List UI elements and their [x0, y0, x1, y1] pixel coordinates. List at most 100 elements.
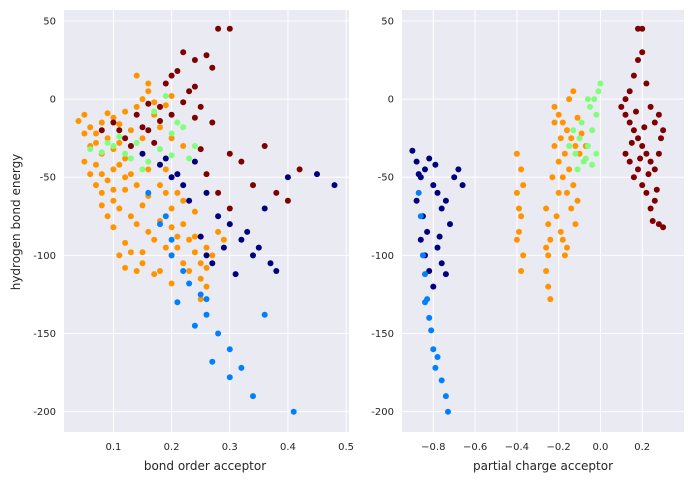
data-point — [180, 260, 187, 267]
data-point — [637, 155, 644, 162]
data-point — [255, 244, 262, 251]
data-point — [186, 88, 193, 95]
data-point — [157, 118, 163, 124]
data-point — [116, 121, 123, 128]
data-point — [209, 252, 216, 259]
data-point — [651, 166, 658, 173]
data-point — [643, 150, 650, 157]
data-point — [81, 130, 88, 137]
data-point — [209, 260, 216, 267]
data-point — [647, 205, 654, 212]
data-point — [197, 233, 204, 240]
data-point — [220, 236, 227, 243]
data-point — [426, 268, 433, 274]
data-point — [116, 205, 123, 212]
data-point — [191, 208, 198, 215]
series-group — [566, 80, 604, 173]
data-point — [122, 108, 129, 115]
data-point — [639, 143, 646, 149]
y-tick-label: -200 — [371, 407, 394, 418]
data-point — [572, 143, 579, 149]
data-point — [226, 374, 233, 381]
data-point — [168, 236, 175, 243]
data-point — [110, 197, 117, 204]
data-point — [651, 197, 658, 204]
data-point — [442, 197, 449, 204]
data-point — [139, 202, 146, 209]
data-point — [145, 228, 152, 235]
data-point — [133, 268, 140, 274]
data-point — [98, 149, 105, 156]
data-point — [203, 264, 210, 271]
data-point — [428, 327, 435, 334]
data-point — [157, 221, 163, 228]
data-point — [98, 189, 105, 196]
data-point — [551, 119, 558, 126]
data-point — [442, 393, 449, 400]
data-point — [191, 233, 198, 240]
data-point — [553, 213, 560, 220]
data-point — [186, 236, 193, 243]
y-tick-label: -200 — [33, 407, 56, 418]
data-point — [162, 155, 169, 162]
data-point — [261, 205, 268, 212]
data-point — [561, 150, 568, 157]
data-point — [622, 111, 629, 118]
data-point — [516, 205, 522, 212]
data-point — [261, 143, 268, 149]
data-point — [127, 155, 134, 162]
y-tick-label: -50 — [378, 173, 394, 184]
data-point — [139, 260, 146, 267]
data-point — [545, 221, 552, 228]
data-point — [104, 135, 111, 142]
data-point — [127, 213, 134, 220]
data-point — [110, 166, 117, 173]
y-tick-label: 50 — [43, 16, 56, 27]
data-point — [110, 224, 117, 231]
data-point — [157, 268, 163, 274]
data-point — [451, 174, 458, 181]
data-point — [191, 83, 198, 90]
data-point — [174, 68, 181, 74]
data-point — [139, 135, 146, 142]
data-point — [250, 182, 256, 189]
data-point — [438, 205, 445, 212]
data-point — [180, 143, 187, 149]
x-tick-label: 0.4 — [280, 442, 296, 453]
x-tick-label: 0.2 — [634, 442, 650, 453]
data-point — [513, 189, 520, 196]
series-group — [75, 72, 227, 303]
data-point — [145, 88, 152, 95]
data-point — [635, 166, 641, 173]
data-point — [422, 299, 428, 306]
data-point — [593, 111, 600, 118]
series-group — [618, 25, 667, 231]
data-point — [203, 171, 210, 178]
data-point — [447, 221, 453, 228]
data-point — [570, 182, 577, 189]
data-point — [549, 174, 556, 181]
data-point — [641, 124, 648, 131]
x-tick-label: 0.0 — [592, 442, 608, 453]
data-point — [133, 103, 140, 110]
data-point — [566, 96, 573, 103]
data-point — [127, 143, 134, 149]
data-point — [110, 114, 117, 121]
data-point — [122, 264, 129, 271]
data-point — [151, 99, 158, 106]
data-point — [139, 96, 146, 103]
data-point — [145, 100, 152, 107]
data-point — [643, 80, 650, 87]
data-point — [145, 189, 152, 196]
data-point — [430, 182, 437, 189]
data-point — [238, 364, 245, 371]
data-point — [250, 252, 256, 259]
data-point — [104, 213, 111, 220]
data-point — [197, 291, 204, 298]
data-point — [518, 213, 525, 220]
data-point — [639, 182, 646, 189]
data-point — [564, 189, 570, 196]
y-tick-label: 0 — [388, 95, 394, 106]
data-point — [430, 346, 437, 353]
